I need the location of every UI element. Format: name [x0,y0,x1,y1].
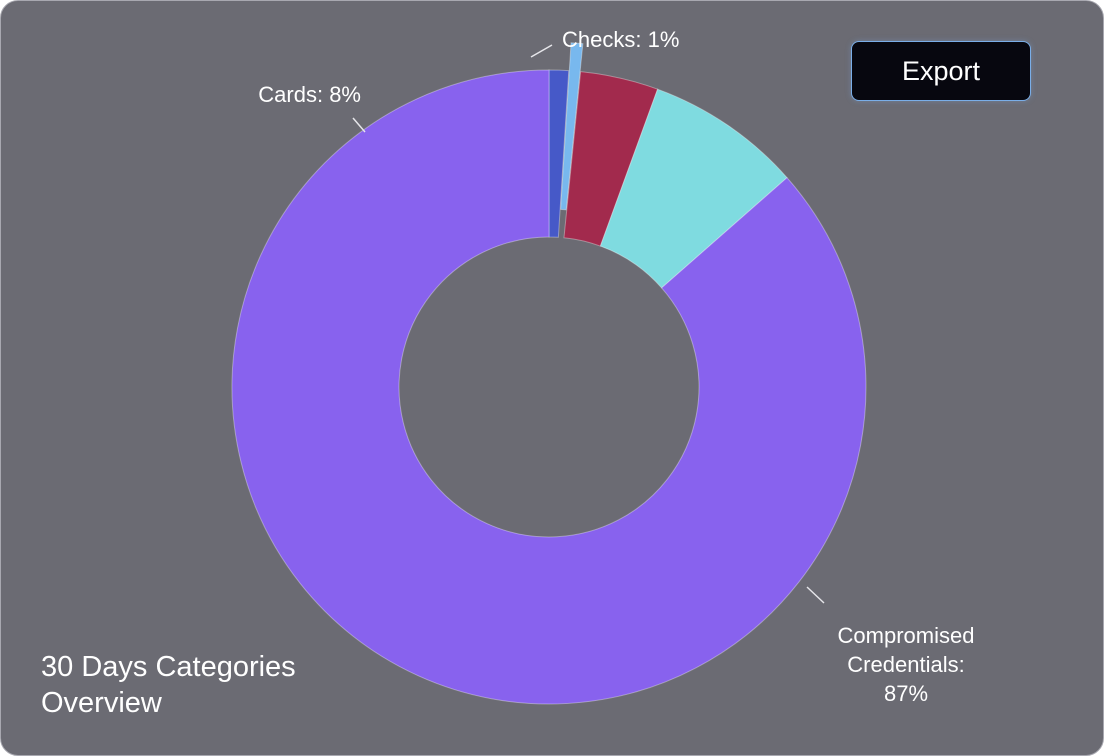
donut-slice[interactable] [548,69,570,238]
leader-line [806,586,825,604]
slice-label-line: Checks: 1% [562,27,679,52]
slice-label-line: Compromised [838,623,975,648]
donut-slice-compromised-credentials[interactable] [231,69,867,705]
donut-slices [231,42,867,705]
donut-slice-cards[interactable] [599,88,788,289]
slice-label-cards: Cards: 8% [258,82,361,107]
slice-labels: Compromised Credentials: 87% Cards: 8% Check… [258,27,974,706]
slice-label-line: Credentials: [847,652,964,677]
slice-label-checks: Checks: 1% [562,27,679,52]
donut-slice-checks[interactable] [560,42,584,211]
donut-slice[interactable] [563,71,659,247]
label-leaders [352,44,825,604]
leader-line [530,44,553,58]
slice-label-line: 87% [884,681,928,706]
slice-label-line: Cards: 8% [258,82,361,107]
export-button[interactable]: Export [851,41,1031,101]
slice-label-compromised-credentials: Compromised Credentials: 87% [838,623,975,706]
chart-title: 30 Days Categories Overview [41,651,296,719]
leader-line [352,117,366,133]
